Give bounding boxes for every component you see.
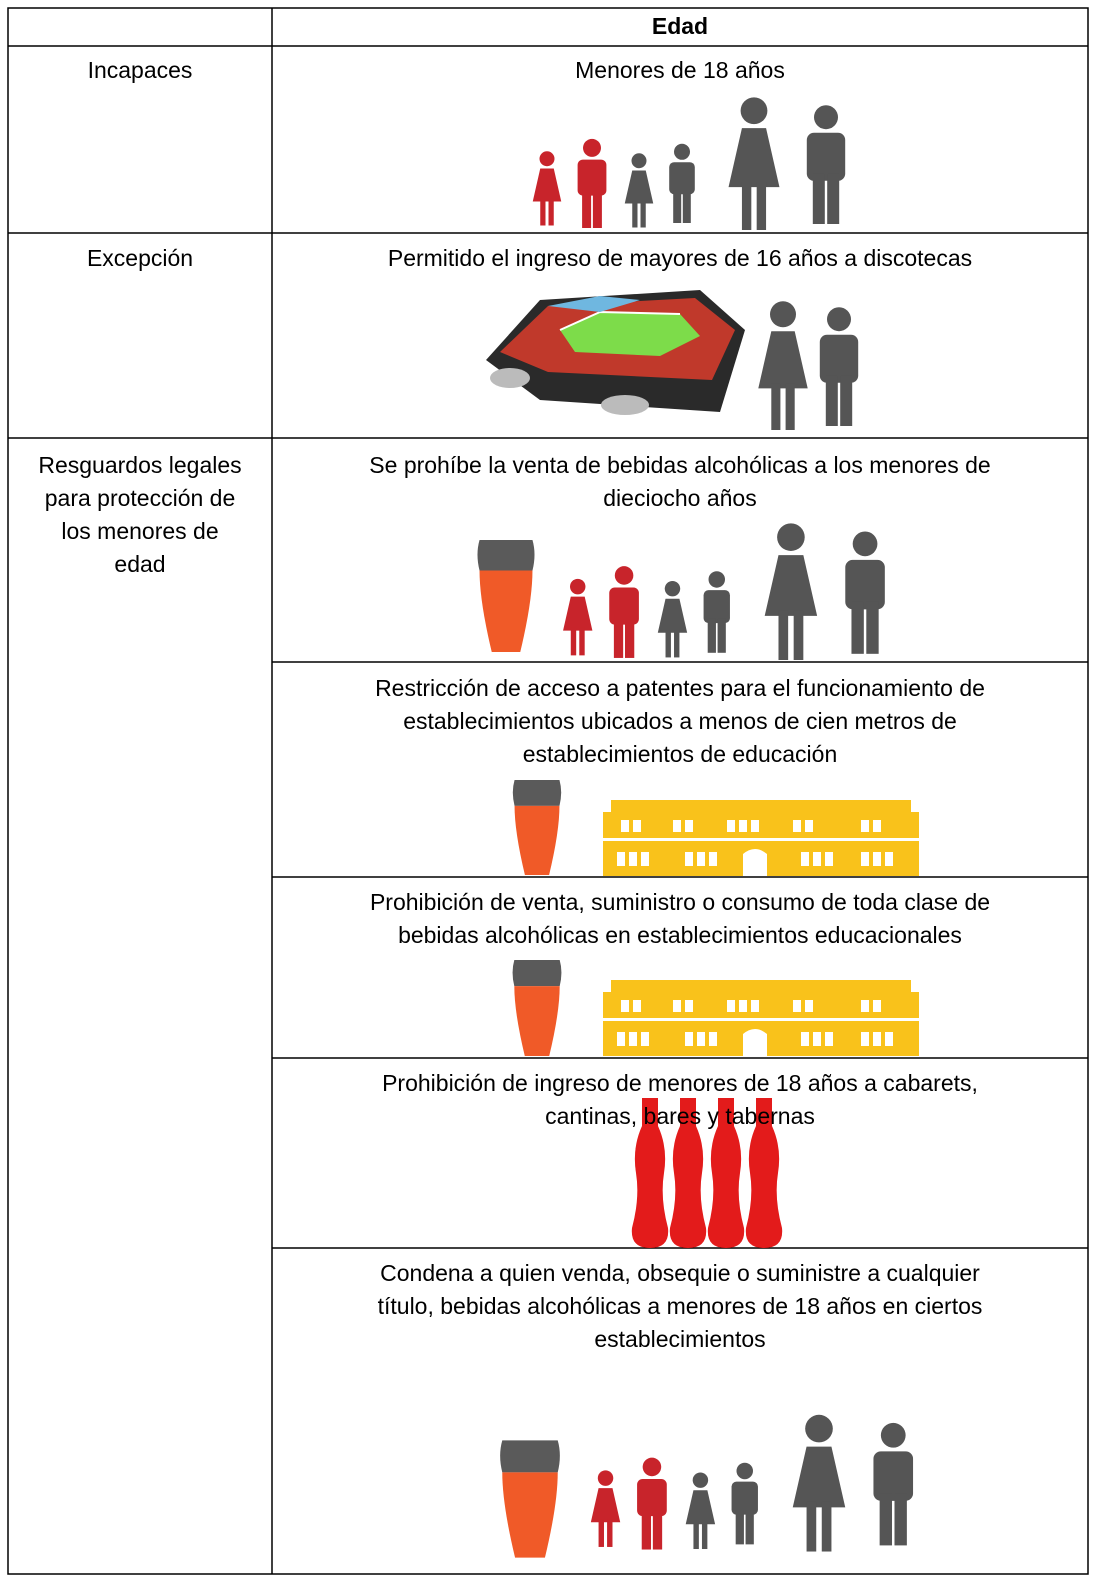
school-icon [603,800,919,876]
label-line: edad [114,551,166,577]
label-line: los menores de [61,518,219,544]
text-line: cantinas, bares y tabernas [545,1103,815,1129]
text-line: establecimientos de educación [522,741,838,767]
label-line: Incapaces [87,57,193,83]
text-line: título, bebidas alcohólicas a menores de… [377,1293,983,1319]
text-line: bebidas alcohólicas en establecimientos … [398,922,962,948]
row-text: Condena a quien venda, obsequie o sumini… [272,1257,1088,1356]
stadium-icon [486,290,745,415]
text-line: Menores de 18 años [575,57,785,83]
people-icon [563,523,885,660]
people-icon [591,1415,913,1552]
row-label: Resguardos legales para protección de lo… [8,449,272,581]
man-icon [819,307,859,426]
label-line: Excepción [86,245,194,271]
row-text: Se prohíbe la venta de bebidas alcohólic… [272,449,1088,515]
text-line: Prohibición de venta, suministro o consu… [369,889,991,915]
text-line: Se prohíbe la venta de bebidas alcohólic… [369,452,991,478]
text-line: dieciocho años [603,485,757,511]
text-line: Permitido el ingreso de mayores de 16 añ… [387,245,973,271]
text-line: Condena a quien venda, obsequie o sumini… [380,1260,980,1286]
woman-icon [758,301,808,430]
row-label: Excepción [8,242,272,275]
label-line: Resguardos legales [38,452,242,478]
table-borders [7,7,1089,1575]
text-line: establecimientos [594,1326,766,1352]
row-label: Incapaces [8,54,272,87]
text-line: Restricción de acceso a patentes para el… [375,675,985,701]
glass-icon [477,540,535,652]
row-text: Prohibición de venta, suministro o consu… [272,886,1088,952]
row-text: Permitido el ingreso de mayores de 16 añ… [272,242,1088,275]
glass-icon [500,1440,560,1558]
row-text: Restricción de acceso a patentes para el… [272,672,1088,771]
header-cell: Edad [272,10,1088,43]
school-icon [603,980,919,1056]
glass-icon [512,780,562,875]
label-line: para protección de [44,485,236,511]
people-icon [533,97,845,230]
row-text: Prohibición de ingreso de menores de 18 … [272,1067,1088,1133]
text-line: Prohibición de ingreso de menores de 18 … [382,1070,978,1096]
header-title: Edad [651,13,709,39]
glass-icon [512,960,562,1056]
text-line: establecimientos ubicados a menos de cie… [403,708,957,734]
row-text: Menores de 18 años [272,54,1088,87]
